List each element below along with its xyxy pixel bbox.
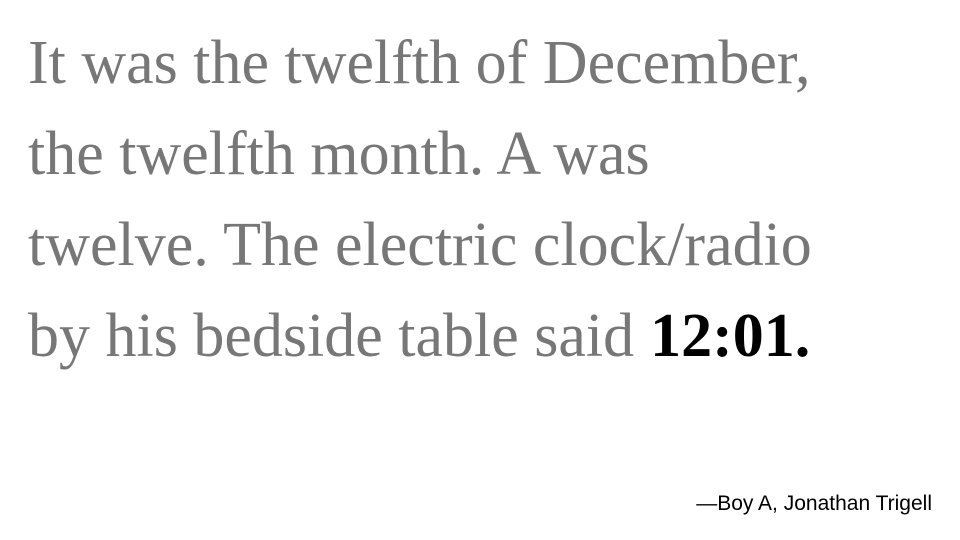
attribution: —Boy A, Jonathan Trigell (696, 492, 932, 515)
quote-line: It was the twelfth of December, (28, 29, 811, 97)
quote-line-text: by his bedside table said (28, 302, 635, 370)
quote-line: by his bedside table said 12:01. (28, 291, 948, 382)
time: 12:01. (650, 302, 811, 370)
quote-line: twelve. The electric clock/radio (28, 211, 812, 279)
quote-line: the twelfth month. A was (28, 120, 650, 188)
quote: It was the twelfth of December, the twel… (28, 18, 948, 382)
